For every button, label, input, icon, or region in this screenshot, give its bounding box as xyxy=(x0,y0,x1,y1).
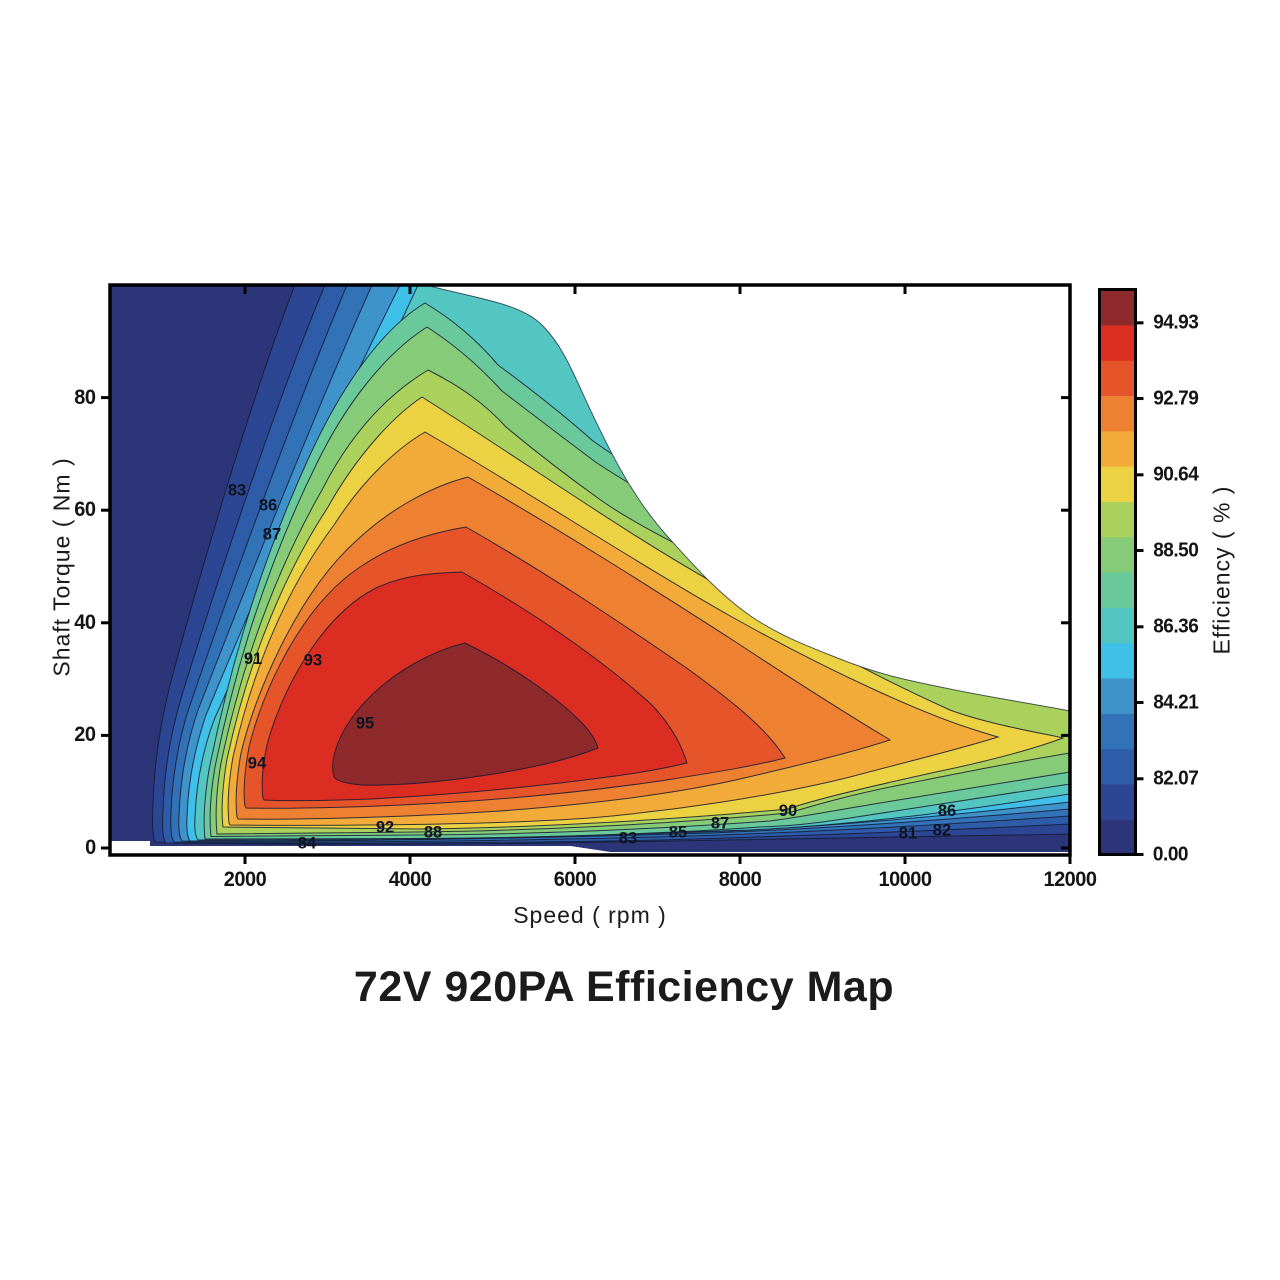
chart-title: 72V 920PA Efficiency Map xyxy=(353,963,895,1011)
contour-label-83-10: 83 xyxy=(619,829,637,847)
colorbar-segment-2 xyxy=(1099,748,1136,785)
colorbar-tick-label-84.21: 84.21 xyxy=(1153,691,1199,713)
colorbar-segment-4 xyxy=(1099,677,1136,714)
colorbar-segment-8 xyxy=(1099,536,1136,573)
colorbar-segment-6 xyxy=(1099,607,1136,644)
x-tick-label-4000: 4000 xyxy=(388,868,432,891)
colorbar-frame xyxy=(1098,288,1137,856)
contour-label-94-6: 94 xyxy=(248,754,267,772)
contour-label-93-4: 93 xyxy=(304,651,322,669)
y-tick-label-80: 80 xyxy=(74,385,96,409)
plot-frame xyxy=(108,283,1072,857)
contour-label-91-3: 91 xyxy=(244,650,262,668)
x-tick-label-10000: 10000 xyxy=(878,868,932,891)
max-torque-envelope-line xyxy=(425,284,1071,712)
contour-label-92-8: 92 xyxy=(376,819,394,837)
colorbar-segment-14 xyxy=(1099,324,1136,361)
colorbar-segment-15 xyxy=(1099,289,1136,326)
colorbar-tick-label-86.36: 86.36 xyxy=(1153,615,1199,638)
colorbar-segment-5 xyxy=(1099,642,1136,679)
contour-label-84-7: 84 xyxy=(298,834,317,852)
contour-label-86-14: 86 xyxy=(938,802,956,820)
x-tick-label-2000: 2000 xyxy=(223,868,267,891)
contour-plot: 83 86 87 91 93 95 94 84 92 88 83 85 87 90 86 81 82 xyxy=(101,283,1072,864)
colorbar-tick-label-0.00: 0.00 xyxy=(1152,843,1189,865)
contour-label-82-16: 82 xyxy=(933,821,951,839)
y-tick-label-0: 0 xyxy=(85,836,96,859)
contour-label-87-2: 87 xyxy=(263,525,281,543)
colorbar-segment-13 xyxy=(1099,360,1136,397)
colorbar-tick-label-94.93: 94.93 xyxy=(1153,311,1199,334)
colorbar xyxy=(1098,288,1144,856)
x-axis-title: Speed ( rpm ) xyxy=(513,902,667,928)
colorbar-segment-3 xyxy=(1099,713,1136,750)
colorbar-segment-10 xyxy=(1099,466,1136,502)
colorbar-segment-7 xyxy=(1099,572,1136,608)
contour-label-95-5: 95 xyxy=(356,715,374,733)
colorbar-axis-title: Efficiency ( % ) xyxy=(1208,485,1235,655)
y-tick-label-40: 40 xyxy=(74,610,96,634)
colorbar-segment-1 xyxy=(1099,783,1136,820)
contour-label-83-0: 83 xyxy=(228,481,246,499)
colorbar-segment-11 xyxy=(1099,430,1136,467)
y-axis-title: Shaft Torque ( Nm ) xyxy=(48,457,75,677)
colorbar-segments xyxy=(1099,289,1136,856)
contour-region-95 xyxy=(332,642,599,786)
x-tick-label-6000: 6000 xyxy=(553,868,597,891)
colorbar-segment-9 xyxy=(1099,501,1136,538)
colorbar-tick-label-92.79: 92.79 xyxy=(1153,387,1199,410)
x-tick-label-12000: 12000 xyxy=(1043,868,1097,891)
contour-label-85-11: 85 xyxy=(669,824,687,842)
colorbar-segment-0 xyxy=(1099,819,1136,856)
colorbar-tick-label-82.07: 82.07 xyxy=(1153,767,1199,790)
contour-label-90-13: 90 xyxy=(779,802,797,820)
contour-label-88-9: 88 xyxy=(424,824,442,842)
colorbar-tick-label-90.64: 90.64 xyxy=(1153,463,1199,486)
contour-label-81-15: 81 xyxy=(899,824,917,842)
x-tick-label-8000: 8000 xyxy=(718,868,762,891)
contour-label-87-12: 87 xyxy=(711,815,729,833)
contour-label-86-1: 86 xyxy=(259,497,277,515)
contour-value-labels: 83 86 87 91 93 95 94 84 92 88 83 85 87 90 86 81 82 xyxy=(228,481,956,852)
y-tick-label-20: 20 xyxy=(74,723,96,747)
colorbar-segment-12 xyxy=(1099,395,1136,432)
colorbar-tick-label-88.50: 88.50 xyxy=(1153,539,1199,562)
y-tick-label-60: 60 xyxy=(74,498,96,522)
